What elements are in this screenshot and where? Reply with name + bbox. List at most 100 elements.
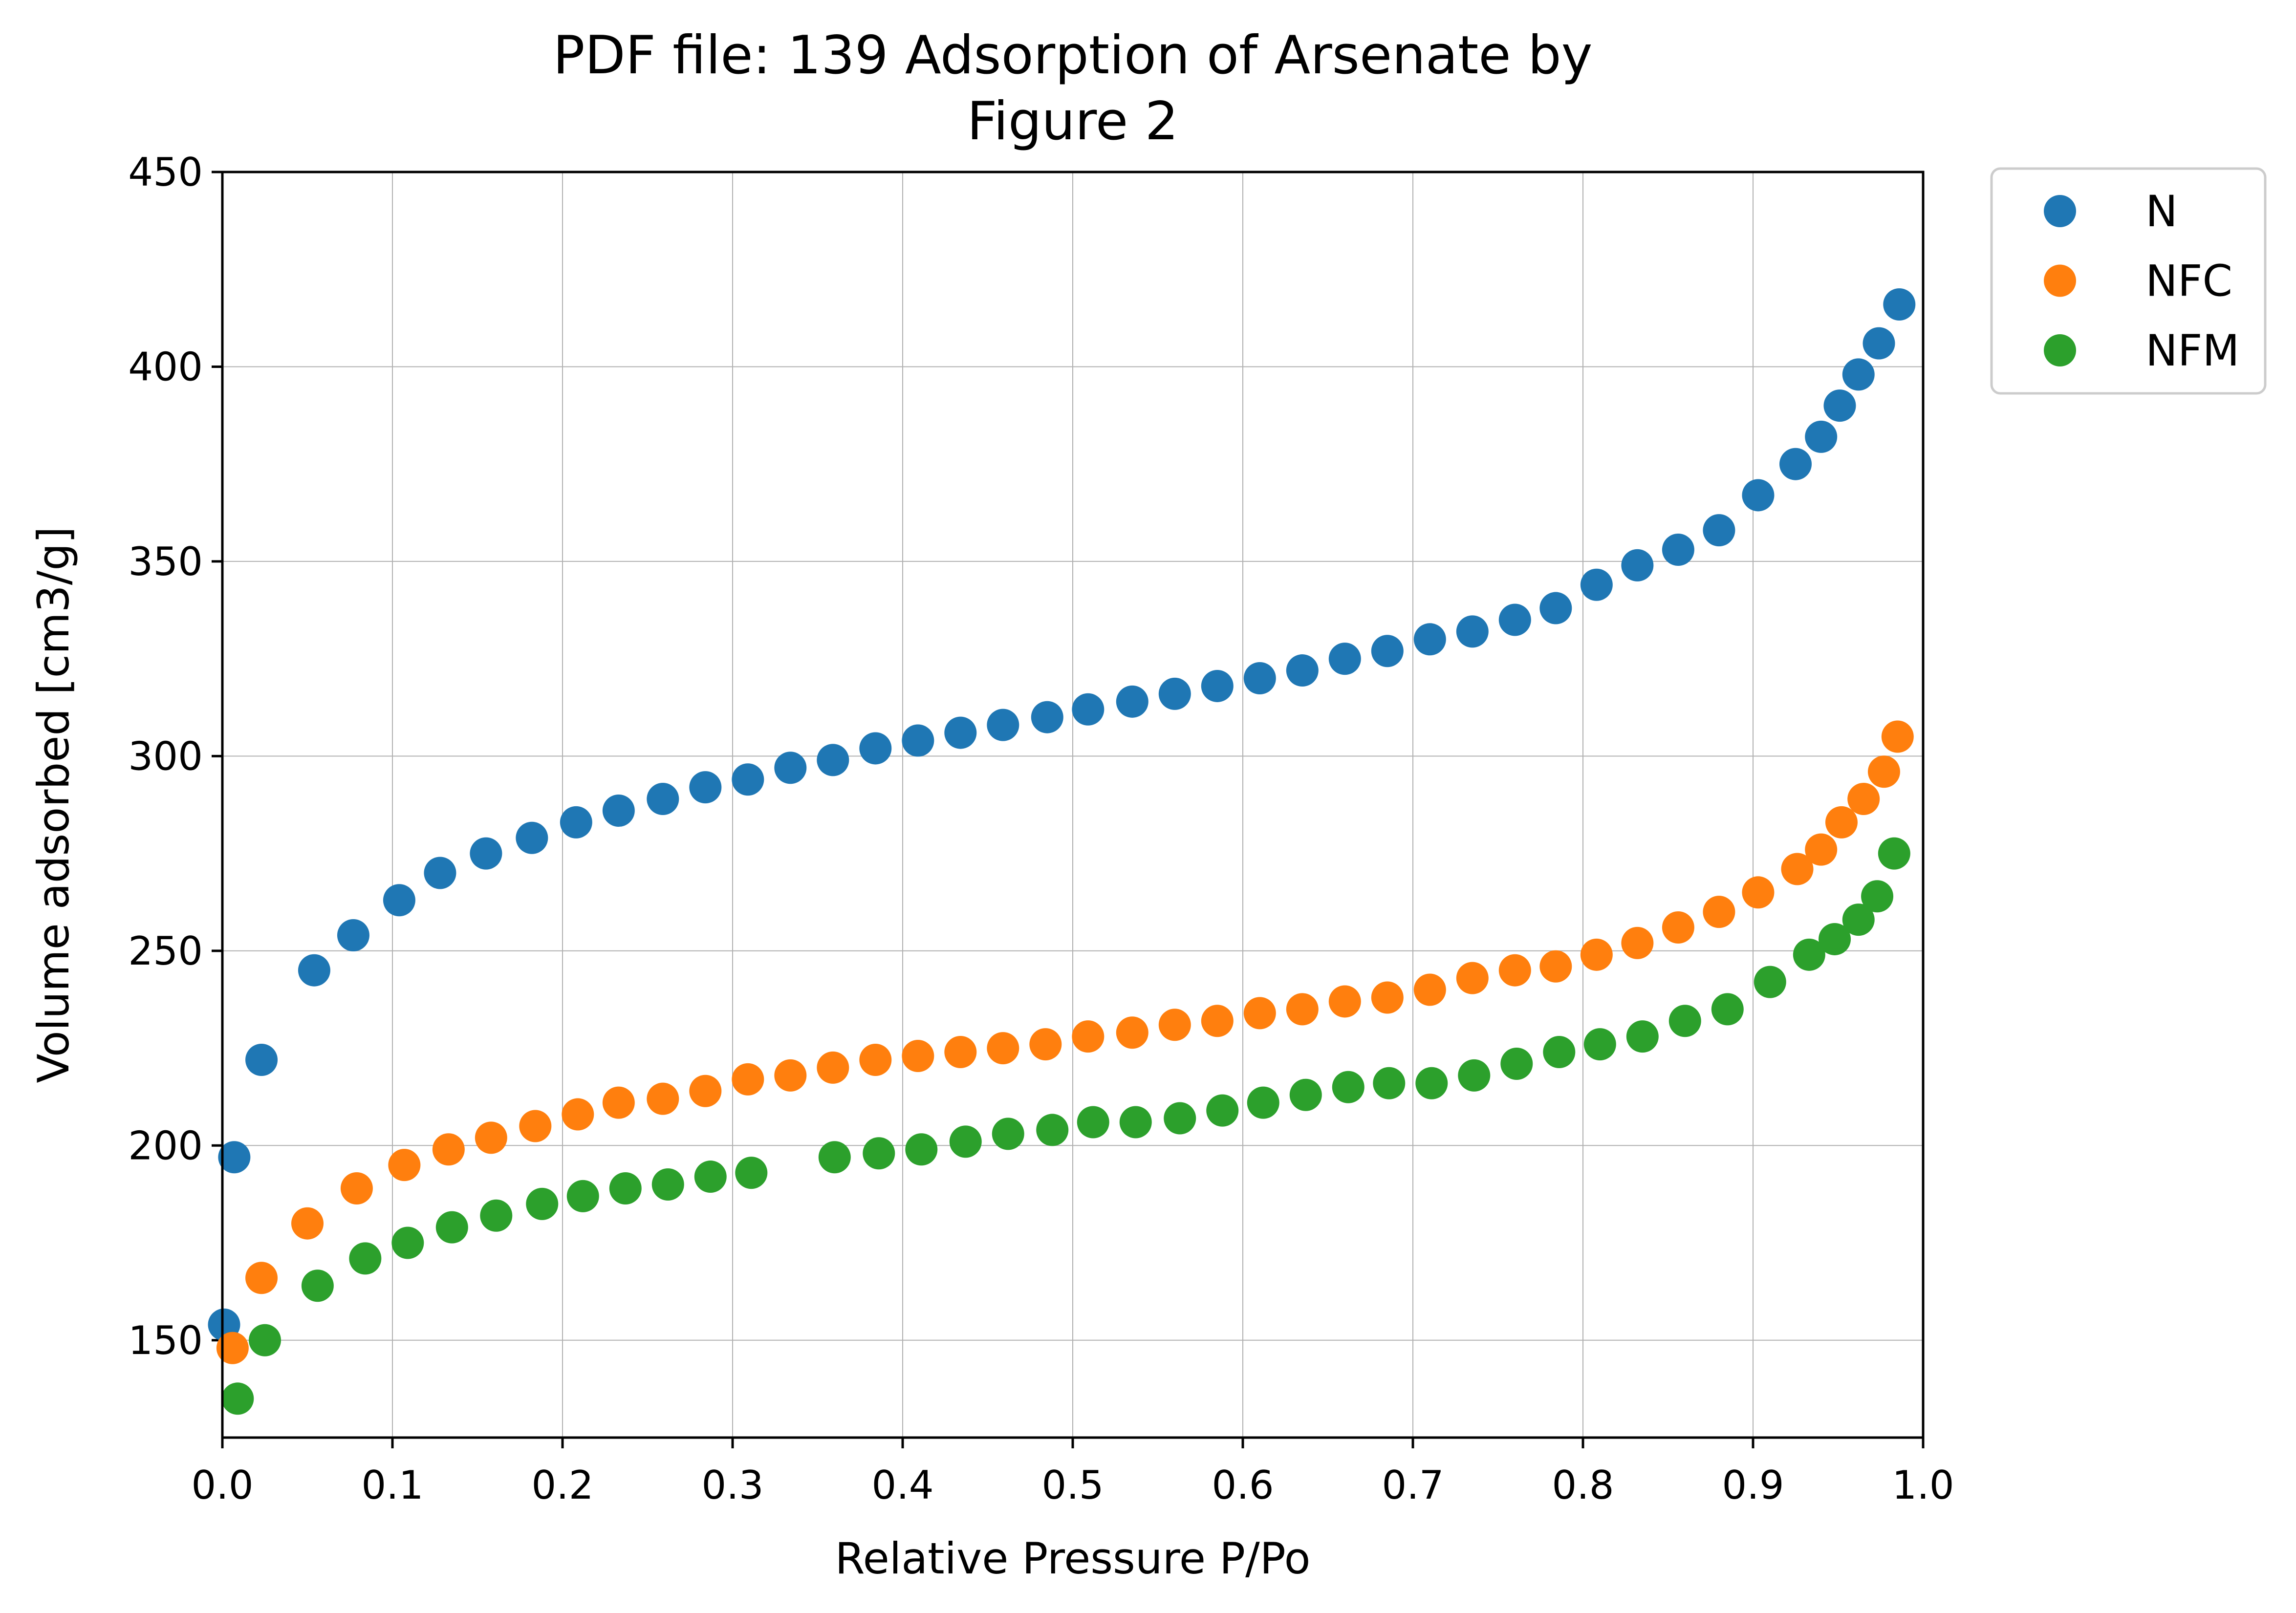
- data-point-n: [1703, 514, 1735, 547]
- data-point-n: [1662, 534, 1694, 566]
- data-point-nfm: [1289, 1078, 1322, 1111]
- y-tick-label: 200: [128, 1123, 203, 1168]
- legend-label-nfc: NFC: [2145, 256, 2232, 306]
- x-tick-label: 0.7: [1382, 1462, 1444, 1508]
- data-point-nfm: [863, 1137, 895, 1170]
- data-point-n: [1805, 420, 1838, 453]
- data-point-nfc: [340, 1172, 373, 1204]
- data-point-nfm: [480, 1199, 513, 1232]
- data-point-nfc: [475, 1121, 507, 1154]
- data-point-n: [516, 821, 548, 854]
- x-tick-label: 1.0: [1892, 1462, 1954, 1508]
- data-point-n: [245, 1043, 278, 1076]
- x-tick-label: 0.5: [1041, 1462, 1104, 1508]
- data-point-nfm: [949, 1125, 982, 1158]
- data-point-nfc: [1243, 997, 1276, 1030]
- data-point-n: [1883, 288, 1916, 321]
- data-point-nfc: [944, 1036, 977, 1069]
- data-point-n: [1371, 635, 1404, 667]
- data-point-nfm: [694, 1161, 727, 1193]
- series-n: [208, 288, 1916, 1341]
- y-tick-label: 250: [128, 928, 203, 974]
- data-point-n: [1031, 701, 1063, 733]
- data-point-n: [1823, 389, 1856, 422]
- data-point-n: [1456, 615, 1489, 648]
- data-point-n: [774, 752, 807, 784]
- data-point-nfm: [1415, 1067, 1448, 1099]
- legend-items: N NFC NFM: [2044, 186, 2239, 376]
- data-point-n: [1742, 479, 1775, 512]
- data-point-nfm: [1036, 1114, 1069, 1146]
- data-point-n: [817, 744, 849, 776]
- data-point-nfm: [566, 1180, 599, 1212]
- legend-label-n: N: [2145, 186, 2178, 237]
- data-point-n: [337, 919, 369, 951]
- data-point-nfc: [519, 1110, 552, 1142]
- data-point-nfm: [1332, 1071, 1365, 1103]
- x-tick-label: 0.8: [1552, 1462, 1614, 1508]
- y-tick-label: 150: [128, 1318, 203, 1363]
- data-point-nfc: [1621, 926, 1654, 959]
- data-point-nfc: [432, 1133, 465, 1166]
- data-point-nfc: [216, 1332, 249, 1364]
- data-point-n: [424, 857, 456, 889]
- data-point-nfm: [435, 1211, 468, 1244]
- data-points: [208, 288, 1916, 1415]
- chart-title: PDF file: 139 Adsorption of Arsenate by: [553, 25, 1592, 86]
- data-point-n: [1580, 568, 1613, 601]
- y-tick-label: 400: [128, 344, 203, 389]
- y-axis-ticks: 150 200 250 300 350 400 450: [128, 150, 222, 1363]
- data-point-nfc: [1703, 896, 1735, 928]
- data-point-n: [383, 884, 415, 917]
- data-point-nfm: [1793, 938, 1825, 971]
- data-point-n: [987, 709, 1019, 741]
- data-point-nfc: [1825, 806, 1858, 839]
- x-axis-label: Relative Pressure P/Po: [835, 1533, 1310, 1584]
- y-tick-label: 350: [128, 539, 203, 584]
- data-point-nfm: [249, 1324, 281, 1356]
- data-point-nfm: [905, 1133, 938, 1166]
- data-point-nfm: [221, 1382, 254, 1415]
- series-nfm: [221, 837, 1910, 1415]
- data-point-nfm: [1077, 1106, 1109, 1139]
- data-point-nfm: [1668, 1005, 1701, 1037]
- data-point-nfc: [1116, 1016, 1148, 1049]
- data-point-nfc: [774, 1059, 807, 1092]
- data-point-nfc: [1029, 1028, 1062, 1061]
- data-point-n: [1158, 677, 1191, 710]
- data-point-nfm: [1119, 1106, 1152, 1139]
- data-point-n: [944, 716, 977, 749]
- data-point-nfc: [1539, 950, 1572, 983]
- data-point-nfm: [1626, 1020, 1659, 1053]
- data-point-n: [647, 783, 679, 816]
- data-point-nfc: [562, 1098, 594, 1131]
- data-point-nfc: [291, 1207, 324, 1240]
- data-point-n: [1072, 693, 1105, 726]
- data-point-nfc: [1413, 973, 1446, 1006]
- data-point-nfc: [1201, 1005, 1234, 1037]
- data-point-n: [1539, 592, 1572, 624]
- plot-frame: [221, 171, 1925, 1439]
- data-point-nfc: [1072, 1020, 1105, 1053]
- data-point-nfc: [1286, 993, 1319, 1026]
- data-point-nfc: [1867, 755, 1900, 788]
- x-tick-label: 0.1: [361, 1462, 423, 1508]
- data-point-nfm: [1878, 837, 1910, 870]
- data-point-nfm: [1754, 966, 1786, 998]
- data-point-nfc: [1781, 853, 1814, 885]
- data-point-nfc: [647, 1082, 679, 1115]
- data-point-nfc: [1328, 985, 1361, 1018]
- data-point-n: [1413, 623, 1446, 656]
- data-point-nfm: [1711, 993, 1744, 1026]
- data-point-n: [1863, 327, 1895, 360]
- data-point-nfm: [818, 1141, 851, 1174]
- legend-marker-nfc: [2044, 264, 2076, 297]
- data-point-n: [1243, 662, 1276, 694]
- data-point-n: [1621, 549, 1654, 581]
- x-tick-label: 0.2: [531, 1462, 593, 1508]
- data-point-nfc: [1371, 981, 1404, 1014]
- data-point-nfc: [1498, 954, 1531, 987]
- legend-label-nfm: NFM: [2145, 325, 2239, 376]
- data-point-nfm: [1861, 880, 1894, 913]
